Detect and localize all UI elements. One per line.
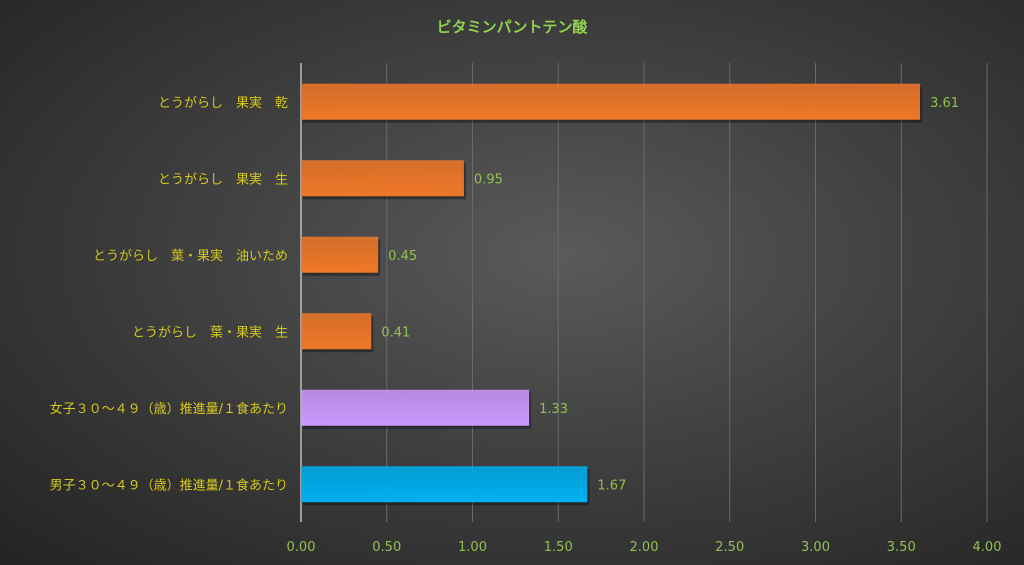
- data-label: 0.95: [474, 172, 503, 187]
- x-tick-labels: 0.00 0.50 1.00 1.50 2.00 2.50 3.00 3.50 4.00: [287, 540, 1002, 555]
- data-label: 3.61: [930, 96, 959, 111]
- category-label: とうがらし 果実 生: [158, 171, 288, 187]
- bar: [301, 83, 921, 120]
- bar: [301, 236, 379, 273]
- category-label: とうがらし 果実 乾: [158, 95, 288, 111]
- gridlines: [300, 63, 988, 522]
- x-tick-label: 2.50: [715, 540, 744, 555]
- bar: [301, 466, 588, 503]
- data-label: 1.67: [597, 478, 626, 493]
- bar: [301, 313, 372, 350]
- data-label: 0.45: [388, 249, 417, 264]
- category-label: とうがらし 葉・果実 生: [132, 324, 288, 340]
- data-label: 1.33: [539, 402, 568, 417]
- bar: [301, 160, 464, 197]
- bars: 3.61 0.95 0.45 0.41 1.33 1.67: [301, 83, 959, 506]
- x-tick-label: 3.50: [887, 540, 916, 555]
- chart-title: ビタミンパントテン酸: [437, 18, 589, 36]
- x-tick-label: 0.00: [287, 540, 316, 555]
- category-label: 男子３０～４９（歳）推進量/１食あたり: [50, 477, 288, 493]
- x-tick-label: 1.50: [544, 540, 573, 555]
- bar: [301, 389, 530, 426]
- x-tick-label: 1.00: [458, 540, 487, 555]
- x-tick-label: 0.50: [372, 540, 401, 555]
- category-label: 女子３０～４９（歳）推進量/１食あたり: [50, 401, 288, 417]
- x-tick-label: 3.00: [801, 540, 830, 555]
- category-label: とうがらし 葉・果実 油いため: [93, 248, 288, 264]
- data-label: 0.41: [381, 325, 410, 340]
- x-tick-label: 2.00: [630, 540, 659, 555]
- x-tick-label: 4.00: [973, 540, 1002, 555]
